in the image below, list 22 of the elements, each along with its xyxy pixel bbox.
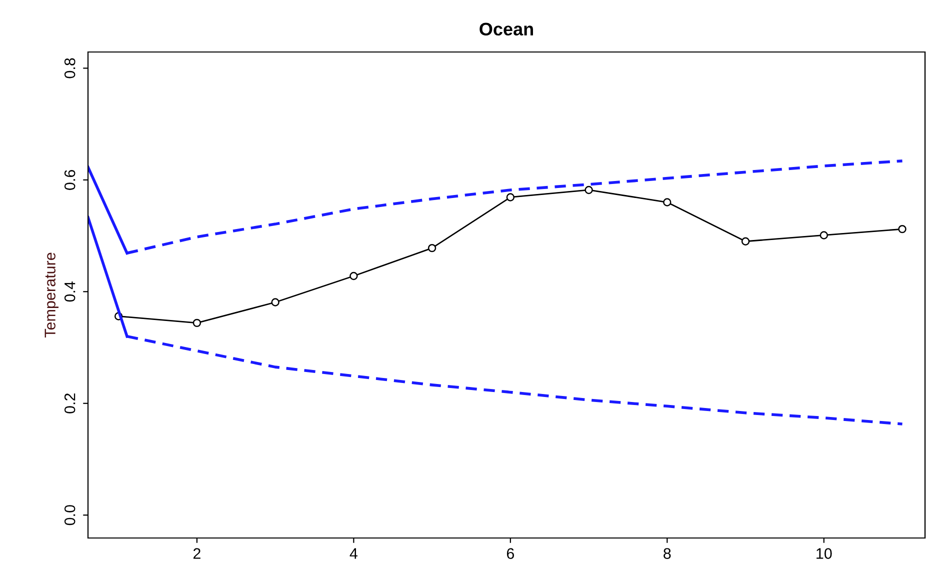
y-tick-label: 0.2 bbox=[64, 394, 76, 414]
y-tick-label: 0.4 bbox=[64, 281, 76, 302]
point bbox=[741, 237, 750, 246]
y-tick-label: 0.8 bbox=[64, 58, 76, 78]
x-tick-label: 10 bbox=[816, 548, 832, 559]
point bbox=[898, 224, 906, 234]
y-tick-label: 0.6 bbox=[64, 170, 76, 190]
y-tick-label: 0.0 bbox=[64, 505, 76, 526]
y-axis-title: Temperature bbox=[44, 252, 58, 338]
x-tick-label: 4 bbox=[350, 548, 358, 559]
x-tick-label: 2 bbox=[193, 548, 200, 559]
point bbox=[506, 193, 515, 202]
x-tick-label: 6 bbox=[506, 548, 514, 559]
point bbox=[192, 318, 202, 328]
point bbox=[271, 298, 280, 306]
point bbox=[350, 272, 358, 280]
point bbox=[584, 186, 593, 194]
point bbox=[663, 198, 672, 206]
chart-title: Ocean bbox=[480, 22, 533, 36]
point bbox=[428, 244, 436, 252]
point bbox=[820, 231, 828, 240]
x-tick-label: 8 bbox=[664, 548, 671, 559]
